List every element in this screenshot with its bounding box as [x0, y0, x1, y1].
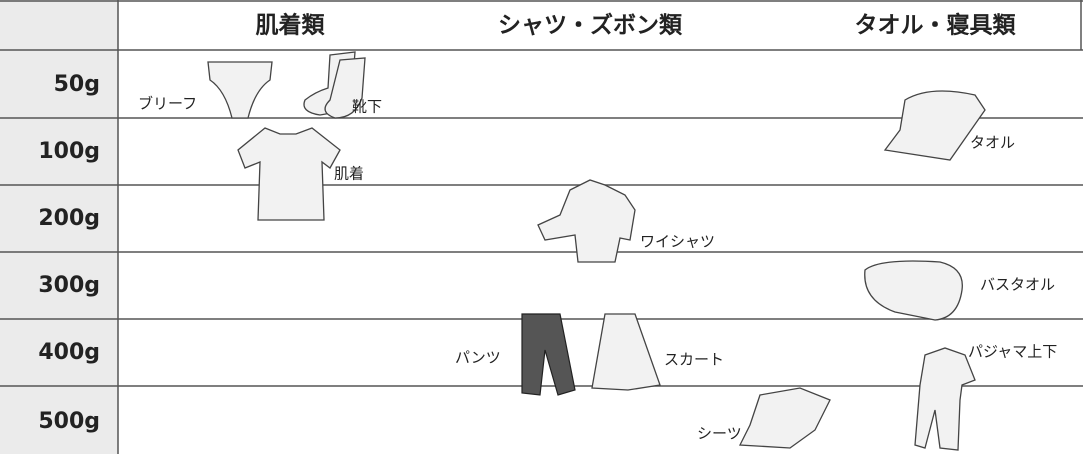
socks-icon	[324, 57, 366, 119]
row-label: 100g	[38, 139, 100, 164]
item-label: 肌着	[334, 165, 364, 183]
row-label: 400g	[38, 340, 100, 365]
undershirt-icon	[237, 127, 341, 221]
pants-icon	[521, 313, 576, 396]
bath-towel-icon	[864, 260, 963, 321]
column-header: 肌着類	[256, 12, 326, 39]
towel-icon	[883, 90, 986, 161]
item-label: 靴下	[352, 98, 382, 116]
row-label: 500g	[38, 409, 100, 434]
row-label: 200g	[38, 206, 100, 231]
label-column	[0, 0, 118, 454]
row-label: 50g	[54, 72, 100, 97]
shirt-icon	[537, 179, 636, 263]
row-label: 300g	[38, 273, 100, 298]
column-header: タオル・寝具類	[855, 12, 1017, 39]
column-header: シャツ・ズボン類	[498, 12, 683, 39]
briefs-icon	[207, 61, 273, 119]
item-label: タオル	[970, 134, 1015, 152]
item-label: ブリーフ	[138, 95, 197, 113]
item-label: パンツ	[455, 349, 501, 367]
item-label: バスタオル	[980, 276, 1055, 294]
sheet-icon	[738, 387, 831, 449]
pajama-icon	[914, 347, 976, 451]
item-label: ワイシャツ	[640, 233, 715, 251]
item-label: パジャマ上下	[968, 343, 1057, 361]
item-label: シーツ	[697, 425, 742, 443]
item-label: スカート	[664, 351, 724, 369]
skirt-icon	[591, 313, 661, 391]
